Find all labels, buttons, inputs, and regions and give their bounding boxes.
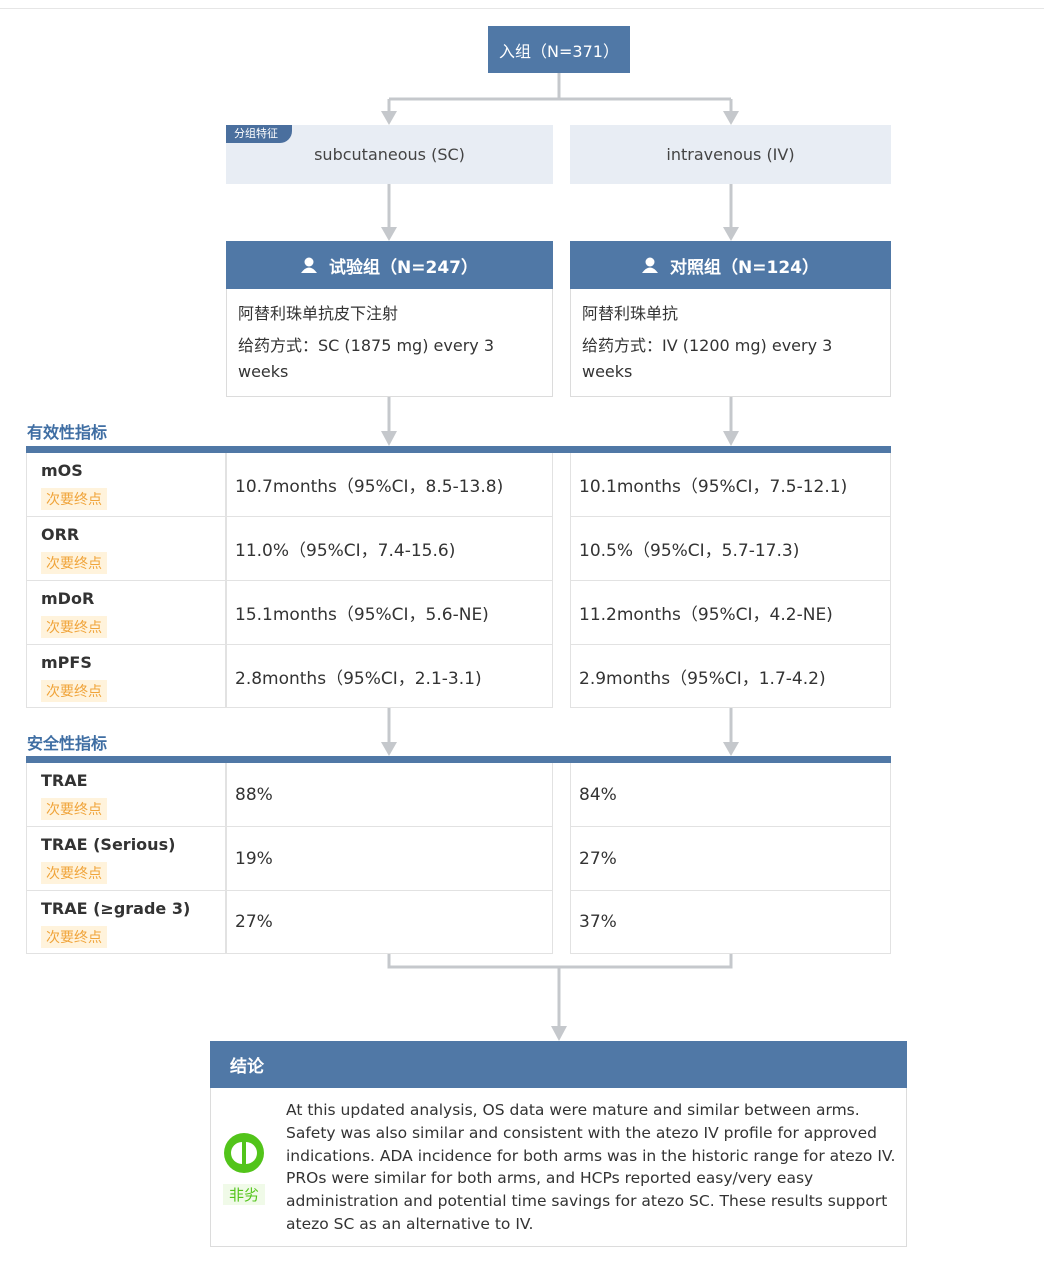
metric-cell: mDoR 次要终点: [26, 581, 226, 645]
metric-cell: mPFS 次要终点: [26, 645, 226, 708]
metric-name: mDoR: [41, 589, 95, 608]
value-cell: 19%: [226, 827, 553, 891]
endpoint-tag: 次要终点: [41, 616, 107, 638]
group-title: 试验组（N=247）: [329, 257, 478, 278]
group-title: 对照组（N=124）: [670, 257, 819, 278]
metric-name: TRAE: [41, 771, 88, 790]
value-cell: 15.1months（95%CI，5.6-NE): [226, 581, 553, 645]
conclusion-body: 非劣 At this updated analysis, OS data wer…: [210, 1088, 907, 1247]
value-cell: 2.8months（95%CI，2.1-3.1): [226, 645, 553, 708]
metric-cell: TRAE 次要终点: [26, 763, 226, 827]
section-title: 安全性指标: [27, 734, 108, 753]
value-cell: 2.9months（95%CI，1.7-4.2): [570, 645, 891, 708]
conclusion-header: 结论: [210, 1041, 907, 1088]
value-cell: 88%: [226, 763, 553, 827]
metric-name: mPFS: [41, 653, 92, 672]
metric-cell: mOS 次要终点: [26, 453, 226, 517]
metric-name: TRAE (Serious): [41, 835, 176, 854]
person-icon: [642, 257, 659, 273]
group-body: 阿替利珠单抗 给药方式：IV (1200 mg) every 3 weeks: [570, 289, 891, 397]
endpoint-tag: 次要终点: [41, 862, 107, 884]
group-body: 阿替利珠单抗皮下注射 给药方式：SC (1875 mg) every 3 wee…: [226, 289, 553, 397]
value-cell: 10.5%（95%CI，5.7-17.3): [570, 517, 891, 581]
top-rule: [0, 8, 1044, 9]
metric-name: mOS: [41, 461, 83, 480]
metric-cell: TRAE (≥grade 3) 次要终点: [26, 891, 226, 954]
value-cell: 27%: [570, 827, 891, 891]
drug: 阿替利珠单抗: [582, 304, 679, 323]
value-cell: 10.1months（95%CI，7.5-12.1): [570, 453, 891, 517]
group-header: 试验组（N=247）: [226, 241, 553, 289]
metric-cell: TRAE (Serious) 次要终点: [26, 827, 226, 891]
section-title: 有效性指标: [27, 423, 108, 442]
drug: 阿替利珠单抗皮下注射: [238, 304, 399, 323]
metric-name: ORR: [41, 525, 80, 544]
metric-name: TRAE (≥grade 3): [41, 899, 191, 918]
verdict-badge: 非劣: [223, 1184, 265, 1205]
value-cell: 11.0%（95%CI，7.4-15.6): [226, 517, 553, 581]
endpoint-tag: 次要终点: [41, 798, 107, 820]
section-bar: [26, 756, 891, 763]
value-cell: 27%: [226, 891, 553, 954]
group-header: 对照组（N=124）: [570, 241, 891, 289]
endpoint-tag: 次要终点: [41, 552, 107, 574]
section-bar: [26, 446, 891, 453]
enrollment-box: 入组（N=371）: [488, 26, 630, 73]
conclusion-text: At this updated analysis, OS data were m…: [286, 1101, 896, 1233]
metric-cell: ORR 次要终点: [26, 517, 226, 581]
route-box: intravenous (IV): [570, 125, 891, 184]
endpoint-tag: 次要终点: [41, 680, 107, 702]
value-cell: 10.7months（95%CI，8.5-13.8): [226, 453, 553, 517]
dosing: 给药方式：SC (1875 mg) every 3 weeks: [238, 336, 495, 381]
person-icon: [301, 257, 318, 273]
endpoint-tag: 次要终点: [41, 926, 107, 948]
verdict-icon: [224, 1133, 264, 1173]
value-cell: 84%: [570, 763, 891, 827]
dosing: 给药方式：IV (1200 mg) every 3 weeks: [582, 336, 833, 381]
value-cell: 11.2months（95%CI，4.2-NE): [570, 581, 891, 645]
value-cell: 37%: [570, 891, 891, 954]
grouping-tag: 分组特征: [226, 125, 292, 143]
endpoint-tag: 次要终点: [41, 488, 107, 510]
